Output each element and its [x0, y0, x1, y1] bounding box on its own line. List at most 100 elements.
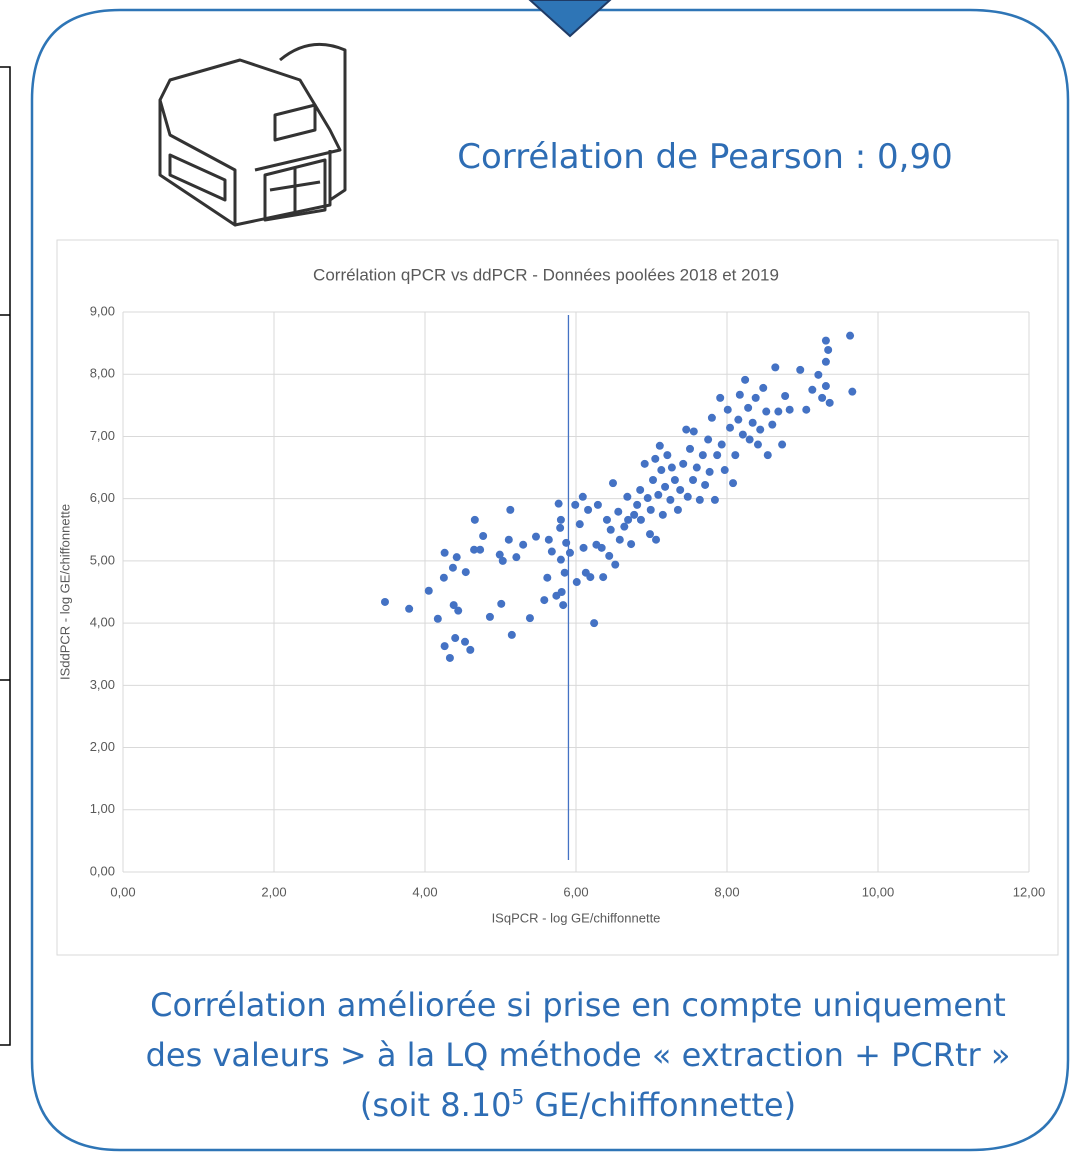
- point: [479, 532, 488, 540]
- y-tick-label: 6,00: [90, 490, 115, 505]
- point: [476, 545, 485, 554]
- point: [611, 560, 620, 569]
- point: [666, 495, 675, 504]
- point: [657, 466, 666, 475]
- point: [756, 425, 765, 434]
- point: [557, 588, 566, 596]
- point: [710, 495, 719, 504]
- point: [405, 604, 414, 613]
- point: [571, 500, 580, 509]
- point: [623, 492, 632, 501]
- point: [544, 535, 553, 544]
- point: [451, 634, 460, 643]
- point: [658, 510, 667, 519]
- point: [778, 440, 787, 449]
- point: [745, 435, 754, 444]
- point: [713, 451, 722, 460]
- point: [584, 505, 593, 514]
- point: [624, 515, 633, 524]
- point: [645, 530, 654, 539]
- point: [689, 476, 698, 484]
- point: [449, 601, 458, 610]
- point: [543, 573, 552, 582]
- point: [759, 383, 768, 392]
- point: [716, 393, 725, 402]
- point: [825, 398, 834, 407]
- point: [448, 563, 457, 572]
- y-tick-label: 7,00: [90, 428, 115, 443]
- point: [695, 495, 704, 504]
- point: [646, 505, 655, 514]
- point: [679, 459, 688, 468]
- point: [540, 596, 549, 605]
- point: [627, 540, 636, 549]
- point: [698, 451, 707, 460]
- point: [661, 482, 670, 491]
- point: [796, 365, 805, 374]
- point: [614, 507, 623, 516]
- y-tick-label: 0,00: [90, 863, 115, 878]
- point: [741, 375, 750, 384]
- x-tick-label: 4,00: [412, 884, 437, 899]
- point: [547, 547, 556, 556]
- point: [731, 451, 740, 460]
- point: [676, 485, 685, 494]
- point: [643, 494, 652, 503]
- x-tick-label: 0,00: [110, 884, 135, 899]
- point: [556, 555, 565, 564]
- y-tick-label: 1,00: [90, 801, 115, 816]
- point: [593, 500, 602, 509]
- point: [531, 532, 540, 541]
- point: [579, 543, 588, 552]
- point: [821, 336, 830, 345]
- point: [717, 440, 726, 449]
- x-tick-label: 12,00: [1013, 884, 1046, 899]
- pearson: Corrélation de Pearson : 0,90: [457, 137, 952, 177]
- y-tick-label: 3,00: [90, 677, 115, 692]
- point: [704, 435, 713, 444]
- point: [615, 535, 624, 544]
- point: [768, 420, 777, 429]
- point: [670, 476, 679, 484]
- point: [818, 393, 827, 402]
- point: [735, 390, 744, 399]
- point: [439, 573, 448, 582]
- y-tick-label: 8,00: [90, 366, 115, 381]
- point: [654, 490, 663, 499]
- superscript: 5: [511, 1085, 524, 1109]
- point: [729, 479, 738, 488]
- point: [707, 413, 716, 422]
- point: [689, 427, 698, 436]
- point: [630, 510, 639, 519]
- caption-line: Corrélation améliorée si prise en compte…: [150, 986, 1006, 1024]
- barn-icon: [158, 42, 347, 227]
- point: [720, 466, 729, 475]
- point: [498, 556, 507, 565]
- point: [605, 551, 614, 560]
- point: [785, 405, 794, 414]
- point: [452, 553, 461, 562]
- point: [824, 345, 833, 354]
- point: [466, 645, 475, 654]
- point: [636, 515, 645, 524]
- point: [683, 492, 692, 501]
- point: [424, 586, 433, 595]
- point: [734, 415, 743, 424]
- point: [753, 440, 762, 449]
- point: [599, 573, 608, 582]
- point: [667, 463, 676, 472]
- panel: [30, 8, 1070, 1152]
- y-tick-label: 5,00: [90, 552, 115, 567]
- y-tick-label: 9,00: [90, 303, 115, 318]
- point: [846, 331, 855, 340]
- point: [560, 568, 569, 577]
- point: [726, 423, 735, 432]
- point: [640, 459, 649, 468]
- point: [692, 463, 701, 472]
- point: [652, 535, 661, 544]
- point: [519, 540, 528, 549]
- chart-title: Corrélation qPCR vs ddPCR - Données pool…: [313, 265, 779, 284]
- point: [380, 597, 389, 606]
